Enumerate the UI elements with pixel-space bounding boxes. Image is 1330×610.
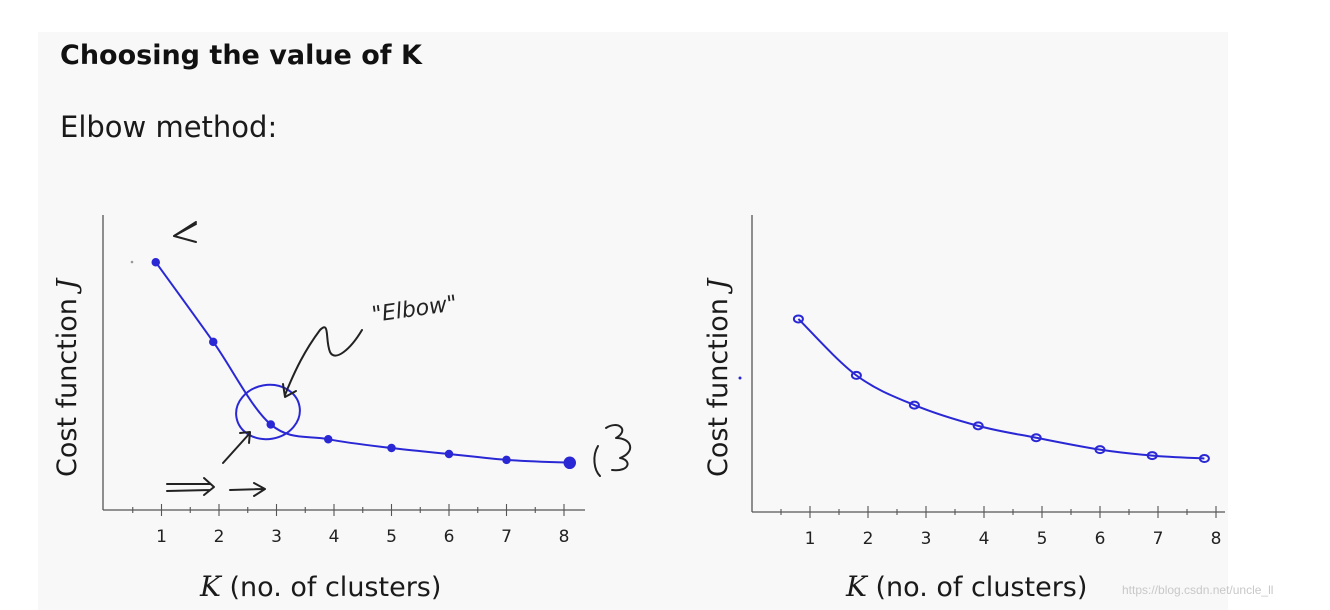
chart1-data-point <box>563 456 576 470</box>
chart1-x-tick-label: 7 <box>501 527 512 547</box>
chart2-data-point <box>1198 454 1210 464</box>
chart1-x-tick-label: 4 <box>329 527 340 547</box>
chart2-y-label: Cost function J <box>703 277 734 477</box>
chart1-data-point <box>324 434 333 444</box>
slide-background <box>38 32 1228 610</box>
chart1-data-point <box>444 449 454 459</box>
chart2-series-line <box>797 318 1205 460</box>
chart1-x-tick-label: 3 <box>271 527 282 547</box>
chart2-x-label: K (no. of clusters) <box>845 570 1087 603</box>
end-mark-digit <box>605 424 631 472</box>
slide-subtitle: Elbow method: <box>60 110 278 144</box>
elbow-pointer-line <box>222 432 251 464</box>
chart2-x-tick-label: 7 <box>1153 529 1164 549</box>
chart2-x-tick-label: 3 <box>921 529 932 549</box>
elbow-label: "Elbow" <box>370 291 458 328</box>
elbow-circle-annotation <box>235 383 301 441</box>
chart2-x-tick-label: 6 <box>1095 529 1106 549</box>
stray-mark <box>738 376 742 380</box>
chart2-data-point <box>1094 445 1106 455</box>
chart1-data-point <box>151 257 160 267</box>
chart1-x-tick-label: 5 <box>386 527 397 547</box>
chart2-x-tick-label: 4 <box>979 529 990 549</box>
chart1-data-point <box>266 420 275 429</box>
chart1-x-tick-label: 8 <box>559 527 570 547</box>
start-arrow-stroke <box>173 221 197 237</box>
chart2-data-point <box>850 370 862 380</box>
chart1-data-point <box>209 337 218 347</box>
stray-mark <box>130 260 134 264</box>
chart1-data-point <box>387 443 396 453</box>
chart2-data-point <box>1146 451 1158 461</box>
chart2-x-tick-label: 8 <box>1211 529 1222 549</box>
chart2-data-point <box>972 421 984 431</box>
elbow-arrowhead <box>282 383 297 398</box>
double-arrow-2 <box>229 482 266 497</box>
chart2-data-point <box>908 400 920 410</box>
chart1-series-line <box>154 261 570 464</box>
chart1-y-label: Cost function J <box>52 277 83 477</box>
chart2-x-tick-label: 2 <box>863 529 874 549</box>
chart1-x-label: K (no. of clusters) <box>199 570 441 603</box>
chart2-data-point <box>1030 433 1042 443</box>
elbow-squiggle-arrow <box>284 326 363 396</box>
chart2-x-tick-label: 1 <box>805 529 816 549</box>
chart1-x-tick-label: 1 <box>156 527 167 547</box>
chart1-data-point <box>502 455 511 465</box>
end-mark-paren <box>593 445 601 477</box>
chart1-x-tick-label: 6 <box>444 527 455 547</box>
chart2-x-tick-label: 5 <box>1037 529 1048 549</box>
chart1-x-tick-label: 2 <box>214 527 225 547</box>
double-arrow-1 <box>166 477 215 496</box>
chart2-data-point <box>792 314 804 324</box>
elbow-pointer-head <box>239 431 251 444</box>
watermark: https://blog.csdn.net/uncle_ll <box>1122 583 1274 597</box>
slide-title: Choosing the value of K <box>60 40 422 71</box>
